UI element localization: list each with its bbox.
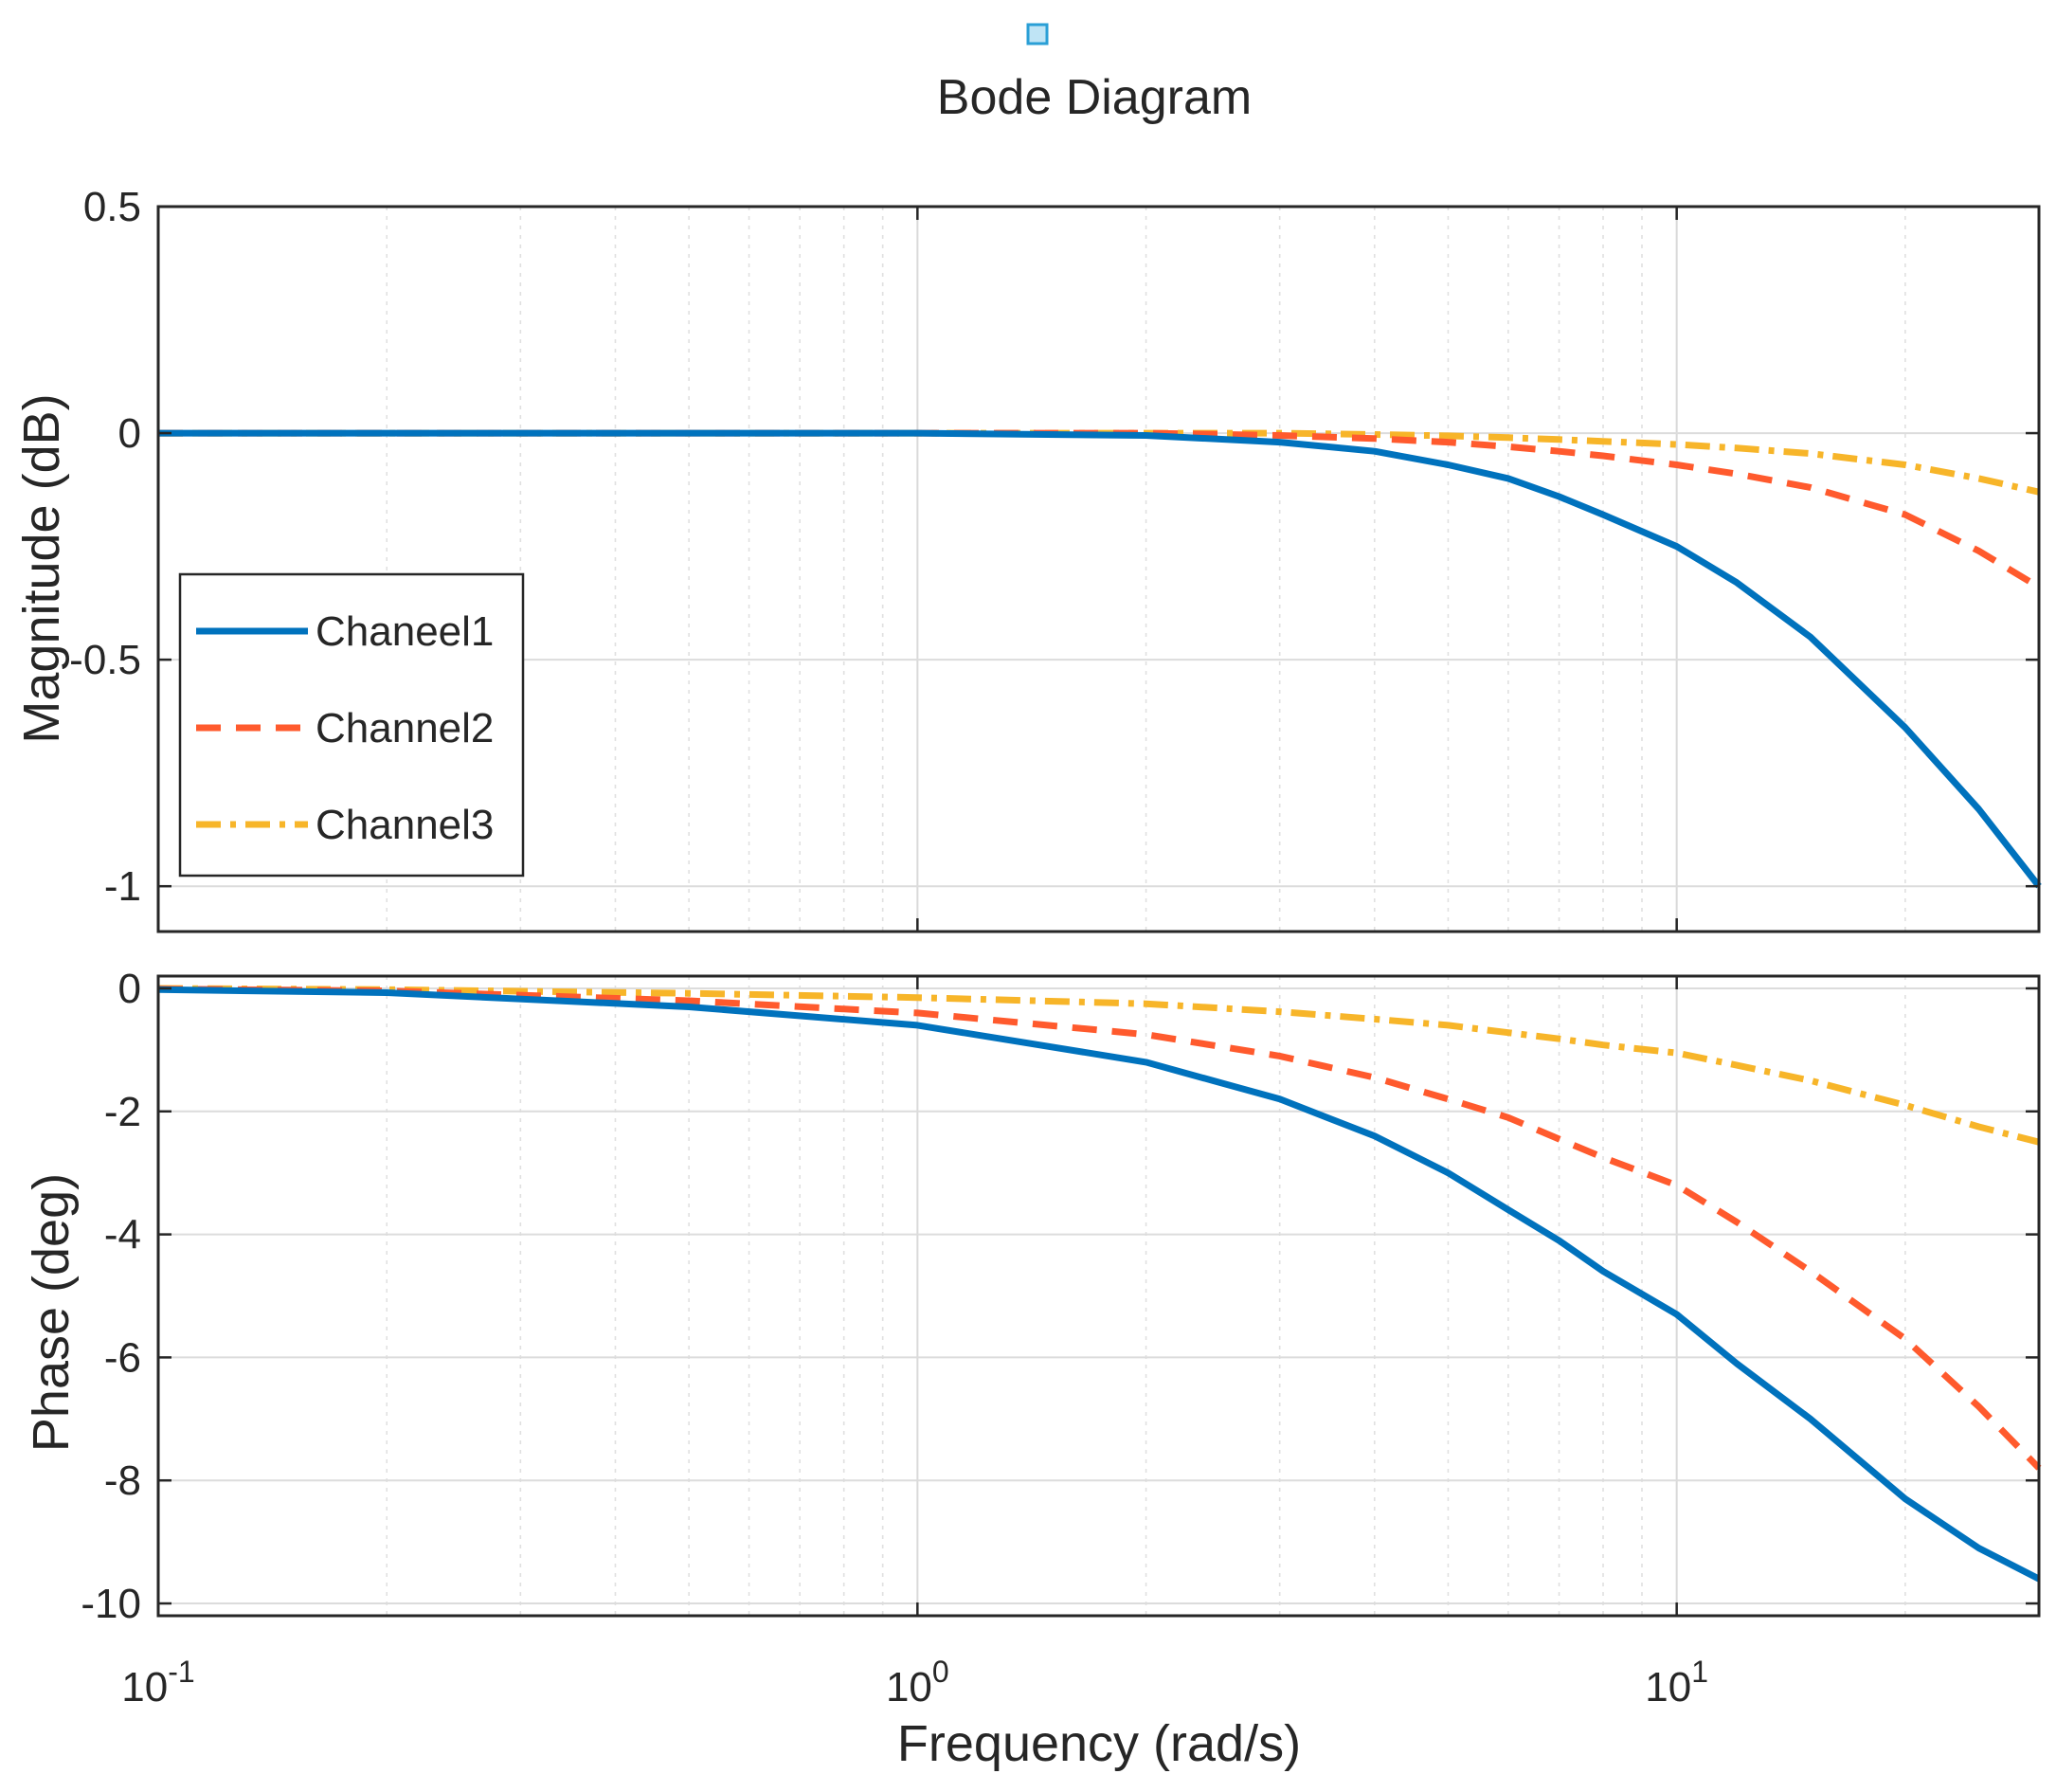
- phase-y-tick-label: -4: [104, 1212, 141, 1258]
- chart-title: Bode Diagram: [937, 70, 1252, 125]
- phase-plot-area: [158, 976, 2039, 1616]
- magnitude-series: [158, 429, 2042, 889]
- magnitude-y-tick-label: -0.5: [69, 637, 141, 683]
- phase-y-tick-label: 0: [118, 966, 141, 1012]
- phase-y-tick-label: -2: [104, 1089, 141, 1135]
- x-tick-label: 101: [1645, 1655, 1708, 1711]
- x-axis-label: Frequency (rad/s): [897, 1715, 1301, 1772]
- phase-series: [157, 985, 2042, 1583]
- magnitude-y-label: Magnitude (dB): [13, 393, 70, 743]
- magnitude-series-chaneel1: [158, 429, 2042, 889]
- phase-series-chaneel1: [157, 986, 2041, 1583]
- phase-axes-box: [156, 974, 2041, 1618]
- magnitude-series-channel3: [158, 429, 2040, 496]
- legend-label-channel1: Chaneel1: [316, 608, 494, 655]
- magnitude-y-tick-label: -1: [104, 863, 141, 910]
- phase-grid: [158, 976, 2039, 1616]
- magnitude-y-tick-label: 0: [118, 410, 141, 457]
- phase-axes: 0 -2 -4 -6 -8 -10 Phase (deg): [23, 966, 2042, 1627]
- phase-y-tick-label: -10: [81, 1581, 141, 1627]
- legend-label-channel2: Channel2: [316, 705, 494, 751]
- phase-y-ticks: 0 -2 -4 -6 -8 -10: [81, 966, 2039, 1627]
- phase-y-label: Phase (deg): [23, 1173, 80, 1452]
- legend: Chaneel1 Channel2 Channel3: [178, 572, 525, 878]
- phase-series-channel2: [157, 986, 2042, 1471]
- magnitude-y-tick-label: 0.5: [83, 184, 141, 230]
- magnitude-y-ticks: 0.5 0 -0.5 -1: [69, 184, 2039, 910]
- phase-series-channel3: [157, 985, 2040, 1146]
- legend-label-channel3: Channel3: [316, 802, 494, 848]
- x-tick-label: 100: [886, 1655, 949, 1711]
- magnitude-axes-box: [156, 205, 2041, 933]
- phase-y-tick-label: -6: [104, 1334, 141, 1381]
- x-tick-label: 10-1: [121, 1655, 194, 1711]
- x-tick-labels: 10-1 100 101: [121, 207, 1708, 1711]
- magnitude-axes: 0.5 0 -0.5 -1 Magnitude (dB) Chaneel1 Chann…: [13, 184, 2042, 933]
- phase-y-tick-label: -8: [104, 1457, 141, 1504]
- figure-marker-icon: [1026, 23, 1049, 45]
